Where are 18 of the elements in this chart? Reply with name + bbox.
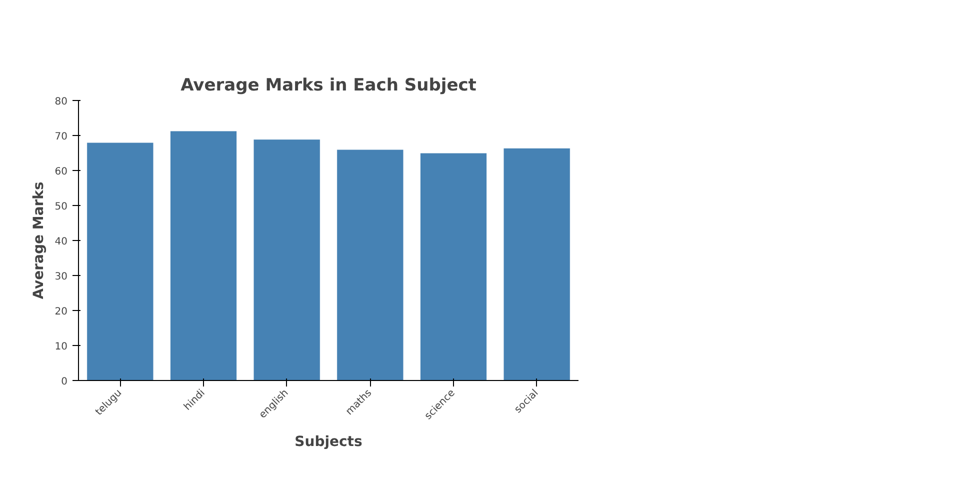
bar <box>336 149 404 380</box>
chart-title: Average Marks in Each Subject <box>180 76 476 96</box>
bar <box>170 130 238 380</box>
y-tick-label: 40 <box>54 236 68 248</box>
bar <box>503 148 570 380</box>
y-tick-label: 10 <box>54 342 68 352</box>
bar <box>420 152 488 380</box>
y-tick-label: 0 <box>61 376 68 388</box>
y-tick-label: 30 <box>54 272 68 282</box>
y-tick-label: 70 <box>54 132 68 142</box>
bar <box>86 142 154 380</box>
y-axis-title: Average Marks <box>30 182 47 300</box>
x-axis-title: Subjects <box>294 434 362 450</box>
y-tick-label: 80 <box>54 96 68 108</box>
bar <box>253 139 320 380</box>
y-tick-label: 20 <box>54 306 68 318</box>
y-tick-label: 50 <box>54 202 68 212</box>
y-tick-label: 60 <box>54 166 68 178</box>
